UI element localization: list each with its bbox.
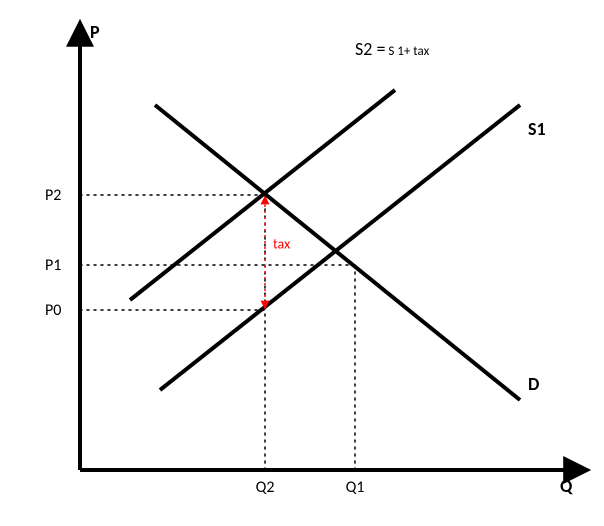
chart-svg: P Q S1 D S2 = S 1+ tax P2 P1 P0 Q2 Q1 tax xyxy=(0,0,604,526)
d-label: D xyxy=(528,373,539,395)
q1-label: Q1 xyxy=(346,478,365,497)
x-axis-label: Q xyxy=(560,475,573,497)
s2-label: S2 = S 1+ tax xyxy=(355,38,430,60)
tax-label: tax xyxy=(273,236,290,253)
tax-incidence-diagram: { "chart": { "type": "supply-demand-diag… xyxy=(0,0,604,526)
q2-label: Q2 xyxy=(256,478,275,497)
supply-s1 xyxy=(160,105,520,390)
p0-label: P0 xyxy=(45,301,61,320)
s1-label: S1 xyxy=(528,118,546,140)
p2-label: P2 xyxy=(45,186,61,205)
y-axis-label: P xyxy=(90,21,100,43)
p1-label: P1 xyxy=(45,256,61,275)
